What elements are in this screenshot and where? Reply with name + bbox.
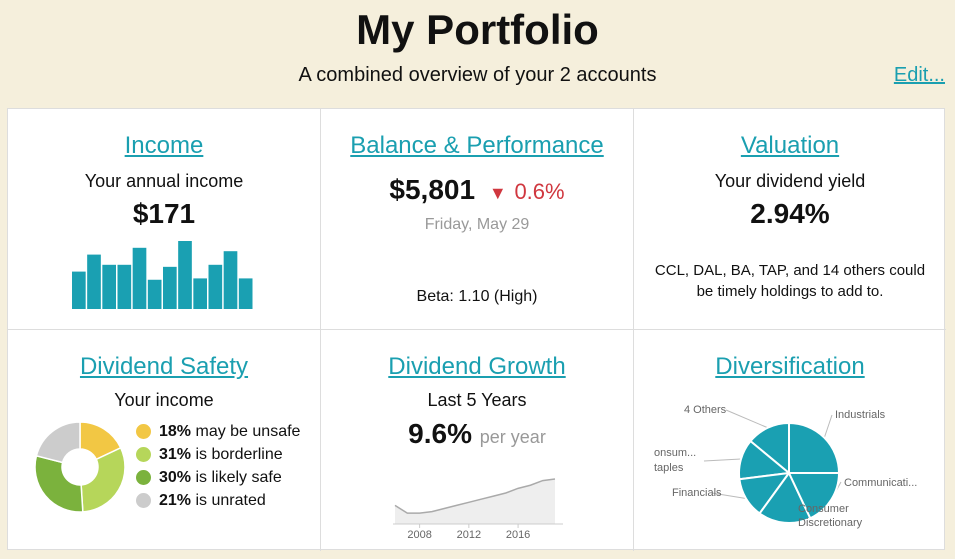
pie-leader-line: [703, 458, 742, 462]
valuation-tile[interactable]: Valuation Your dividend yield 2.94% CCL,…: [634, 109, 946, 329]
safety-slice: [80, 446, 126, 513]
legend-dot: [136, 447, 151, 462]
legend-pct: 21%: [159, 491, 192, 509]
income-bar: [87, 254, 101, 309]
income-link[interactable]: Income: [124, 132, 204, 159]
growth-tick-label: 2012: [457, 529, 481, 541]
safety-slice: [34, 454, 84, 513]
income-bar: [223, 251, 238, 309]
safety-slice: [35, 421, 81, 464]
diversification-slice: [788, 421, 841, 474]
balance-change: 0.6%: [514, 179, 565, 204]
income-tile[interactable]: Income Your annual income $171: [8, 109, 320, 329]
growth-tick-label: 2016: [506, 529, 530, 541]
legend-dot: [136, 470, 151, 485]
balance-tile[interactable]: Balance & Performance $5,801 ▼ 0.6% Frid…: [321, 109, 633, 329]
safety-donut-chart: [34, 421, 126, 513]
income-bar: [72, 271, 86, 309]
pie-leader-line: [823, 414, 833, 438]
growth-area-chart: 2008 2012 2016: [393, 478, 563, 541]
pie-label: Communicati...: [844, 477, 917, 489]
page-subtitle: A combined overview of your 2 accounts: [298, 64, 657, 86]
income-bar: [147, 279, 162, 309]
legend-text: may be unsafe: [195, 422, 301, 440]
change-down-icon: ▼: [488, 183, 507, 203]
legend-pct: 31%: [159, 445, 192, 463]
income-bar: [178, 241, 192, 309]
income-bar: [238, 278, 253, 309]
balance-row: $5,801 ▼ 0.6%: [321, 173, 633, 210]
growth-tile[interactable]: Dividend Growth Last 5 Years 9.6% per ye…: [321, 330, 633, 550]
diversification-pie-chart: 4 Others Industrials onsum... taples Com…: [654, 404, 917, 529]
pie-label: Industrials: [835, 409, 886, 421]
legend-item: 31% is borderline: [136, 443, 300, 466]
balance-date: Friday, May 29: [424, 216, 530, 233]
legend-pct: 30%: [159, 468, 192, 486]
legend-item: 21% is unrated: [136, 489, 300, 512]
legend-item: 18% may be unsafe: [136, 420, 300, 443]
pie-label: 4 Others: [684, 404, 727, 416]
legend-text: is likely safe: [195, 468, 282, 486]
pie-label: onsum...: [654, 447, 696, 459]
growth-tick-label: 2008: [407, 529, 431, 541]
safety-label: Your income: [114, 390, 214, 410]
growth-value: 9.6%: [408, 418, 472, 449]
valuation-note-1: CCL, DAL, BA, TAP, and 14 others could: [654, 262, 926, 279]
diversification-slice: [758, 471, 812, 524]
legend-pct: 18%: [159, 422, 192, 440]
diversification-link[interactable]: Diversification: [715, 353, 865, 380]
growth-row: 9.6% per year: [321, 417, 633, 454]
pie-label: Consumer: [798, 503, 849, 515]
income-bar-chart: [72, 241, 253, 309]
income-bar: [102, 264, 116, 309]
dashboard-grid: Income Your annual income $171 Balance &…: [7, 108, 946, 551]
income-bar: [193, 278, 207, 309]
diversification-tile[interactable]: Diversification 4 Others Industrials ons…: [634, 330, 946, 550]
balance-value: $5,801: [389, 174, 476, 205]
divider: [633, 109, 634, 551]
pie-label: Discretionary: [798, 517, 863, 529]
divider: [320, 109, 321, 551]
growth-label: Last 5 Years: [427, 390, 527, 410]
diversification-slice: [787, 472, 841, 520]
income-label: Your annual income: [84, 171, 244, 191]
page-title: My Portfolio: [356, 6, 599, 53]
safety-link[interactable]: Dividend Safety: [79, 353, 249, 380]
legend-dot: [136, 493, 151, 508]
income-bar: [132, 247, 147, 309]
pie-leader-line: [725, 409, 768, 429]
safety-tile[interactable]: Dividend Safety Your income 18% may be u…: [8, 330, 320, 550]
divider: [8, 329, 946, 330]
pie-leader-line: [711, 492, 747, 499]
legend-text: is borderline: [195, 445, 283, 463]
pie-label: Financials: [672, 487, 722, 499]
income-bar: [117, 264, 132, 309]
valuation-link[interactable]: Valuation: [740, 132, 840, 159]
income-bar: [163, 266, 177, 309]
growth-link[interactable]: Dividend Growth: [388, 353, 566, 380]
beta-text: Beta: 1.10 (High): [416, 288, 538, 305]
legend-text: is unrated: [195, 491, 266, 509]
growth-line: [394, 478, 556, 514]
growth-per: per year: [479, 427, 546, 447]
valuation-note-2: be timely holdings to add to.: [696, 283, 884, 300]
safety-legend: 18% may be unsafe 31% is borderline 30% …: [136, 420, 300, 512]
edit-link[interactable]: Edit...: [893, 64, 945, 86]
pie-label: taples: [654, 462, 684, 474]
income-value: $171: [132, 198, 196, 229]
valuation-label: Your dividend yield: [714, 171, 866, 191]
valuation-value: 2.94%: [750, 198, 830, 229]
legend-dot: [136, 424, 151, 439]
income-bar: [208, 264, 223, 309]
balance-link[interactable]: Balance & Performance: [350, 132, 604, 159]
legend-item: 30% is likely safe: [136, 466, 300, 489]
